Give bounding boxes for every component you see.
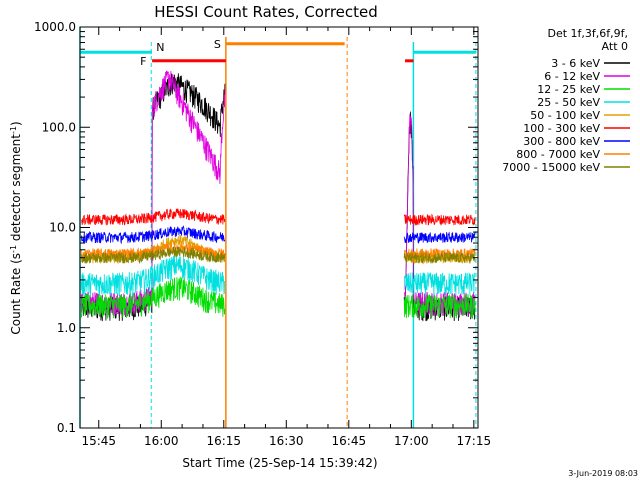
series-line: [80, 246, 476, 264]
y-axis-ticks: 0.1 1.0 10.0 100.0 1000.0: [34, 20, 478, 435]
y-tick-label: 0.1: [57, 421, 76, 435]
x-tick-label: 16:15: [206, 434, 241, 448]
y-tick-label: 100.0: [42, 120, 76, 134]
plot-border: [79, 26, 479, 429]
legend-header: Att 0: [602, 40, 628, 53]
bar-label: S: [214, 38, 221, 51]
series-line: [80, 225, 476, 245]
x-tick-label: 16:45: [332, 434, 367, 448]
x-tick-label: 16:30: [269, 434, 304, 448]
legend-entry-label: 25 - 50 keV: [537, 96, 600, 109]
plot-area: [79, 27, 477, 428]
y-tick-label: 1000.0: [34, 20, 76, 34]
x-tick-label: 17:15: [457, 434, 492, 448]
y-tick-label: 1.0: [57, 321, 76, 335]
legend-entry-label: 800 - 7000 keV: [516, 148, 600, 161]
y-axis-label: Count Rate (s-1 detector segment-1): [9, 121, 24, 334]
plot-frame: [79, 26, 479, 429]
attenuator-bars: F S N: [80, 38, 476, 68]
legend-header: Det 1f,3f,6f,9f,: [547, 27, 628, 40]
series-line: [81, 208, 476, 227]
series-lines: [80, 70, 476, 322]
legend-entry-label: 6 - 12 keV: [544, 70, 600, 83]
chart-title: HESSI Count Rates, Corrected: [154, 3, 378, 21]
bar-label: F: [140, 55, 146, 68]
legend-entry-label: 12 - 25 keV: [537, 83, 600, 96]
legend-entry-label: 3 - 6 keV: [551, 57, 600, 70]
footer-date: 3-Jun-2019 08:03: [568, 469, 638, 478]
series-line: [80, 255, 476, 297]
legend-entry-label: 100 - 300 keV: [523, 122, 600, 135]
x-tick-label: 17:00: [394, 434, 429, 448]
x-axis-label: Start Time (25-Sep-14 15:39:42): [182, 456, 377, 470]
legend-entry-label: 7000 - 15000 keV: [502, 161, 600, 174]
legend-entry-label: 50 - 100 keV: [530, 109, 600, 122]
x-axis-ticks: 15:45 16:00 16:15 16:30 16:45 17:00 17:15: [81, 27, 491, 448]
x-tick-label: 15:45: [81, 434, 116, 448]
gap-label-n: N: [156, 41, 164, 54]
x-tick-label: 16:00: [144, 434, 179, 448]
legend-entry-label: 300 - 800 keV: [523, 135, 600, 148]
series-line: [80, 276, 476, 319]
y-tick-label: 10.0: [49, 221, 76, 235]
